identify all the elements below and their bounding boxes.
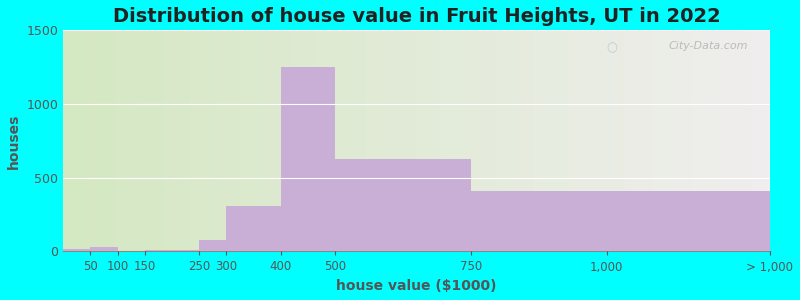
Bar [470, 191, 606, 251]
Bar [199, 240, 226, 251]
X-axis label: house value ($1000): house value ($1000) [336, 279, 497, 293]
Title: Distribution of house value in Fruit Heights, UT in 2022: Distribution of house value in Fruit Hei… [113, 7, 720, 26]
Bar [145, 250, 199, 251]
Bar [226, 206, 281, 251]
Bar [606, 191, 770, 251]
Text: ○: ○ [607, 41, 618, 54]
Bar [90, 247, 118, 251]
Text: City-Data.com: City-Data.com [669, 41, 748, 51]
Bar [281, 67, 335, 251]
Y-axis label: houses: houses [7, 113, 21, 169]
Bar [335, 159, 470, 251]
Bar [63, 249, 90, 251]
